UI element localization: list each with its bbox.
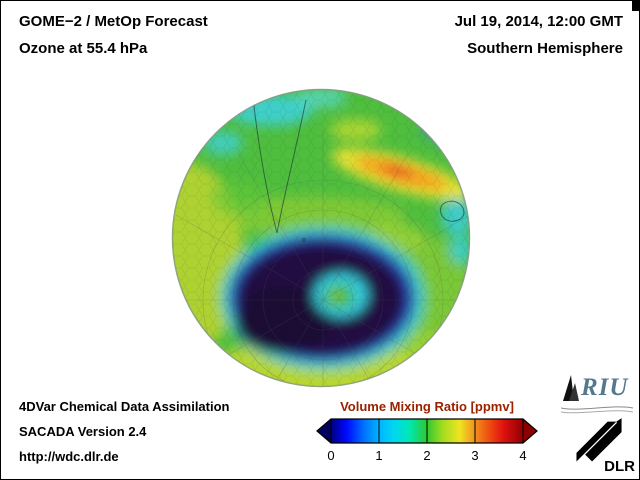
- attribution-block: 4DVar Chemical Data Assimilation SACADA …: [19, 399, 230, 474]
- riu-emblem-icon: [563, 375, 579, 401]
- tick-0: 0: [327, 448, 335, 463]
- coastline-south-america: [252, 97, 307, 234]
- corner-mark: [632, 1, 639, 11]
- colorbar-outline: [316, 418, 538, 444]
- coastline-australia: [440, 200, 465, 222]
- hex-grid-texture: [172, 89, 470, 387]
- colorbar-tick-labels: 0 1 2 3 4: [323, 448, 531, 463]
- colorbar: [316, 418, 538, 444]
- riu-text: RIU: [581, 374, 629, 401]
- dlr-logo: DLR: [573, 413, 635, 475]
- dlr-emblem-icon: [576, 418, 622, 462]
- tick-1: 1: [375, 448, 383, 463]
- ozone-globe-map: [171, 88, 471, 388]
- assimilation-label: 4DVar Chemical Data Assimilation: [19, 399, 230, 414]
- colorbar-tick-lines: [330, 419, 524, 443]
- graticule: [172, 130, 470, 387]
- colorbar-right-arrow: [523, 419, 537, 443]
- tick-4: 4: [519, 448, 527, 463]
- globe-limb: [171, 88, 471, 388]
- datetime-block: Jul 19, 2014, 12:00 GMT Southern Hemisph…: [455, 13, 623, 67]
- colorbar-left-arrow: [317, 419, 331, 443]
- datetime-label: Jul 19, 2014, 12:00 GMT: [454, 13, 623, 30]
- dlr-text: DLR: [604, 458, 635, 475]
- title-level: Ozone at 55.4 hPa: [19, 40, 148, 57]
- riu-underline-waves: [560, 406, 634, 414]
- hemisphere-label: Southern Hemisphere: [467, 40, 623, 57]
- version-label: SACADA Version 2.4: [19, 424, 147, 439]
- coastline-falklands: [302, 238, 306, 242]
- url-label: http://wdc.dlr.de: [19, 449, 119, 464]
- title-block: GOME−2 / MetOp Forecast Ozone at 55.4 hP…: [19, 13, 208, 67]
- globe-svg: [171, 88, 471, 388]
- tick-2: 2: [423, 448, 431, 463]
- riu-logo: RIU: [560, 373, 635, 414]
- tick-3: 3: [471, 448, 479, 463]
- colorbar-title: Volume Mixing Ratio [ppmv]: [340, 399, 514, 414]
- title-instrument: GOME−2 / MetOp Forecast: [19, 13, 208, 30]
